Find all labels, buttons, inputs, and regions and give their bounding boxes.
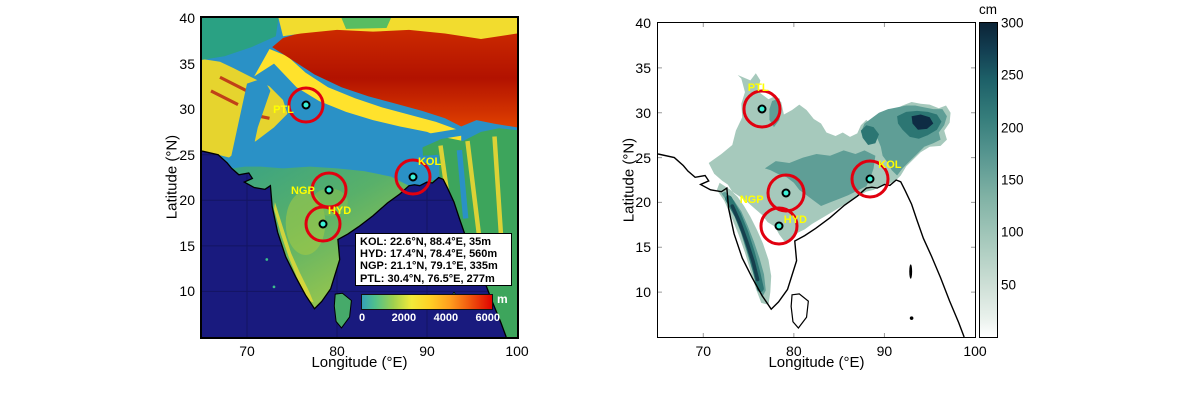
small-islands <box>909 264 914 320</box>
elevation-colorbar <box>361 294 493 310</box>
info-line-ngp: NGP: 21.1°N, 79.1°E, 335m <box>360 260 498 273</box>
right-map-y-tick: 30 <box>635 104 651 121</box>
left-map-y-tick: 30 <box>179 101 195 118</box>
cm-colorbar-tick: 100 <box>1001 224 1024 240</box>
cm-colorbar-tick: 250 <box>1001 67 1024 83</box>
right-yaxis-label: Latitude (°N) <box>620 137 638 223</box>
right-map-y-tick: 15 <box>635 239 651 256</box>
left-xaxis-label: Longitude (°E) <box>311 354 408 371</box>
station-info-box: KOL: 22.6°N, 88.4°E, 35m HYD: 17.4°N, 78… <box>355 233 512 286</box>
info-line-ptl: PTL: 30.4°N, 76.5°E, 277m <box>360 272 495 285</box>
sri-lanka-outline <box>791 294 808 328</box>
right-xaxis-label: Longitude (°E) <box>768 354 865 371</box>
info-line-hyd: HYD: 17.4°N, 78.4°E, 560m <box>360 248 498 261</box>
cm-colorbar-tick: 150 <box>1001 172 1024 188</box>
elevation-colorbar-gradient <box>362 295 492 309</box>
coastline <box>658 154 964 337</box>
left-map-y-tick: 35 <box>179 55 195 72</box>
cm-colorbar-tick: 50 <box>1001 277 1017 293</box>
left-map-y-tick: 10 <box>179 283 195 300</box>
right-map-y-tick: 40 <box>635 15 651 31</box>
right-map-panel <box>657 22 976 338</box>
cm-colorbar-tick: 300 <box>1001 15 1024 31</box>
left-map-y-tick: 15 <box>179 237 195 254</box>
sri-lanka <box>334 293 351 328</box>
elevation-colorbar-unit: m <box>497 292 508 306</box>
contour-map-canvas <box>658 23 975 337</box>
info-line-kol: KOL: 22.6°N, 88.4°E, 35m <box>360 236 492 248</box>
cm-colorbar <box>979 22 998 338</box>
left-map-y-tick: 40 <box>179 10 195 26</box>
right-map-y-tick: 35 <box>635 59 651 76</box>
left-yaxis-label: Latitude (°N) <box>163 134 181 220</box>
cm-colorbar-gradient <box>980 23 997 337</box>
right-map-y-tick: 10 <box>635 284 651 301</box>
inner-tick-marks <box>658 23 975 337</box>
right-map-y-tick: 25 <box>635 149 651 166</box>
left-map-y-tick: 20 <box>179 192 195 209</box>
left-map-panel <box>200 16 519 339</box>
right-map-y-tick: 20 <box>635 194 651 211</box>
coastline <box>202 151 506 337</box>
cm-colorbar-unit: cm <box>979 2 997 17</box>
contour-fills <box>709 73 951 304</box>
left-map-y-tick: 25 <box>179 146 195 163</box>
topography-map-canvas <box>202 18 517 337</box>
cm-colorbar-tick: 200 <box>1001 120 1024 136</box>
